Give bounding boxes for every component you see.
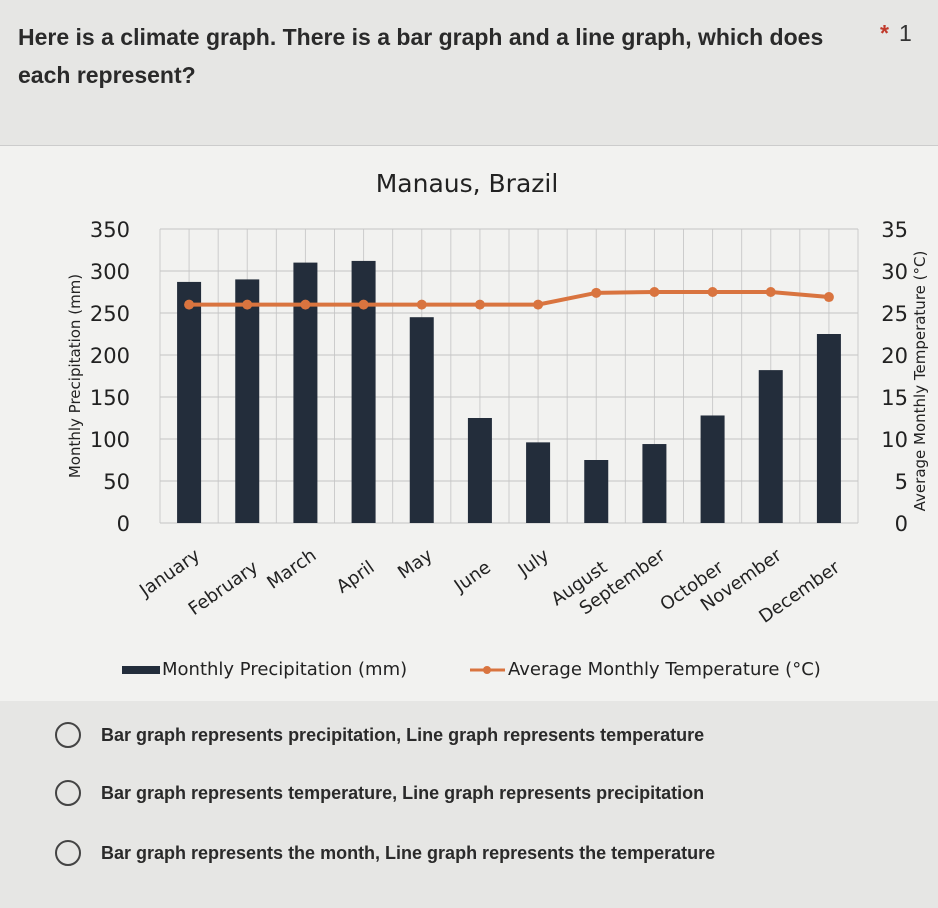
chart-title: Manaus, Brazil [376, 169, 559, 198]
option-label: Bar graph represents temperature, Line g… [101, 782, 705, 803]
precip-bar [758, 370, 783, 523]
y2-tick-label: 35 [881, 218, 908, 242]
required-marker: * 1 [880, 20, 912, 46]
y-tick-label: 0 [117, 512, 130, 536]
x-tick-label: July [514, 545, 554, 582]
option-2[interactable]: Bar graph represents temperature, Line g… [55, 780, 704, 806]
y-tick-label: 350 [90, 218, 130, 242]
temperature-point [358, 299, 369, 310]
precip-bar [816, 334, 841, 523]
y-tick-label: 200 [90, 344, 130, 368]
legend-line-marker [483, 666, 491, 674]
climate-chart: 0 50 100 150 200 250 300 350 0 5 10 15 20 25 30 35 Manau… [0, 145, 938, 701]
y2-axis-label: Average Monthly Temperature (°C) [911, 251, 929, 512]
question-text: Here is a climate graph. There is a bar … [18, 24, 824, 88]
y2-tick-label: 0 [895, 512, 908, 536]
option-label: Bar graph represents the month, Line gra… [101, 842, 716, 863]
y-axis-label: Monthly Precipitation (mm) [66, 274, 84, 478]
temperature-point [416, 299, 427, 310]
temperature-point [649, 287, 660, 297]
temperature-point [533, 299, 544, 310]
precip-bar [642, 444, 667, 523]
y-tick-label: 250 [90, 302, 130, 326]
legend-temp: Average Monthly Temperature (°C) [508, 659, 821, 680]
temperature-point [300, 299, 311, 310]
radio-button[interactable] [55, 840, 81, 866]
option-label: Bar graph represents precipitation, Line… [101, 724, 705, 745]
y-tick-label: 50 [103, 470, 130, 494]
x-tick-label: January [135, 545, 204, 602]
precip-bar [409, 317, 434, 523]
precip-bar [235, 279, 260, 523]
y2-tick-label: 25 [881, 302, 908, 326]
y2-tick-label: 15 [881, 386, 908, 410]
option-3[interactable]: Bar graph represents the month, Line gra… [55, 840, 715, 866]
precip-bar [584, 460, 609, 523]
y-tick-label: 100 [90, 428, 130, 452]
precip-bar [700, 415, 725, 523]
y-tick-label: 150 [90, 386, 130, 410]
option-1[interactable]: Bar graph represents precipitation, Line… [55, 722, 704, 748]
temperature-point [184, 299, 195, 310]
radio-button[interactable] [55, 722, 81, 748]
precip-bar [526, 442, 551, 523]
radio-button[interactable] [55, 780, 81, 806]
x-tick-label: June [450, 557, 495, 597]
temperature-point [242, 299, 253, 310]
temperature-point [765, 287, 776, 297]
x-tick-label: April [333, 557, 379, 598]
y2-tick-label: 10 [881, 428, 908, 452]
temperature-point [707, 287, 718, 297]
precip-bar [177, 281, 202, 523]
precip-bar [467, 418, 492, 523]
y2-tick-label: 20 [881, 344, 908, 368]
legend-bar-swatch [122, 666, 160, 674]
temperature-line [189, 290, 830, 307]
points: 1 [898, 20, 912, 46]
y2-tick-label: 30 [881, 260, 908, 284]
chart-svg: 0 50 100 150 200 250 300 350 0 5 10 15 20 25 30 35 Manau… [66, 169, 929, 680]
y2-tick-label: 5 [895, 470, 908, 494]
temperature-point [591, 287, 602, 298]
temperature-point [474, 299, 485, 310]
legend-precip: Monthly Precipitation (mm) [162, 659, 407, 680]
x-tick-label: May [394, 545, 437, 584]
temperature-point [823, 292, 834, 303]
y-tick-label: 300 [90, 260, 130, 284]
x-tick-label: March [263, 545, 320, 594]
